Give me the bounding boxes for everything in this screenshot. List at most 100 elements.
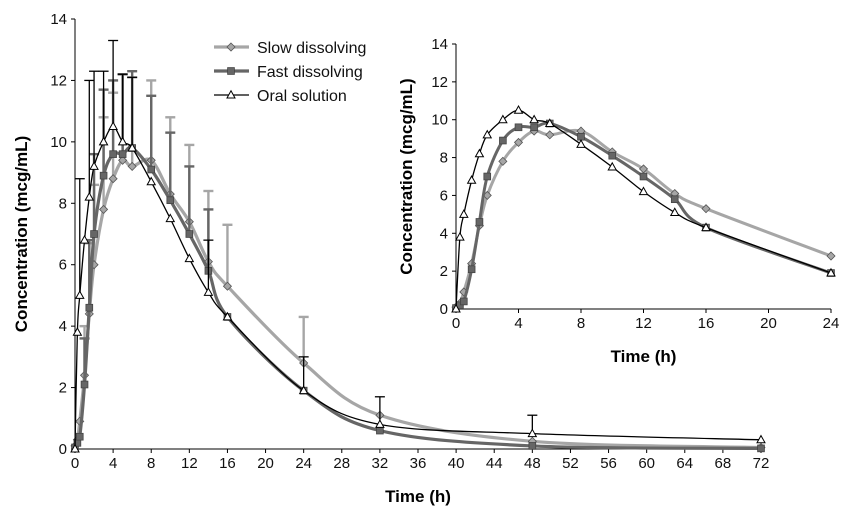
x-tick-label: 12	[635, 315, 652, 332]
y-tick-label: 12	[431, 74, 448, 91]
data-point	[222, 311, 233, 321]
data-point	[90, 230, 98, 238]
legend-label: Slow dissolving	[257, 40, 366, 57]
data-point	[530, 123, 538, 132]
y-tick-label: 12	[50, 72, 67, 89]
data-point	[607, 161, 618, 171]
data-point	[514, 123, 523, 132]
series-line-oral-solution	[74, 125, 762, 450]
legend-item-oral-solution: Oral solution	[214, 88, 347, 105]
legend-label: Oral solution	[257, 88, 347, 105]
x-tick-label: 48	[524, 455, 541, 472]
series-oral-solution	[70, 39, 766, 453]
series-fast-dissolving	[71, 70, 765, 453]
legend-item-slow-dissolving: Slow dissolving	[214, 40, 366, 57]
data-point	[70, 443, 80, 453]
x-tick-label: 52	[562, 455, 579, 472]
main-plot: 0 4 8 12 16 20 24 28 32 36 40 44 48 52 56 60 64 68 7202468…	[12, 11, 769, 506]
data-point	[165, 213, 176, 223]
x-tick-label: 0	[71, 455, 79, 472]
y-tick-label: 4	[59, 318, 67, 335]
data-point	[109, 150, 117, 158]
data-point	[639, 172, 648, 181]
data-point	[757, 444, 765, 453]
data-point	[118, 155, 128, 165]
data-point	[756, 434, 766, 444]
y-tick-label: 14	[50, 11, 67, 28]
x-tick-label: 20	[760, 315, 777, 332]
series-slow-dissolving	[70, 73, 766, 453]
y-tick-label: 8	[59, 195, 67, 212]
y-tick-label: 0	[440, 301, 448, 318]
data-point	[89, 161, 99, 170]
data-point	[670, 195, 679, 204]
data-point	[669, 207, 680, 216]
series-slow-dissolving	[451, 126, 836, 312]
data-point	[527, 428, 538, 438]
x-tick-label: 16	[219, 455, 236, 472]
data-point	[99, 204, 109, 214]
series-line-oral-solution	[455, 109, 832, 310]
data-point	[498, 156, 508, 166]
x-axis-title: Time (h)	[385, 487, 451, 506]
data-point	[375, 419, 385, 428]
legend-marker	[227, 67, 235, 75]
data-point	[638, 186, 649, 196]
y-tick-label: 6	[440, 187, 448, 204]
x-tick-label: 72	[753, 455, 770, 472]
data-point	[84, 191, 95, 201]
legend-item-fast-dissolving: Fast dissolving	[214, 64, 363, 81]
x-tick-label: 24	[295, 455, 312, 472]
data-point	[466, 175, 477, 184]
data-point	[701, 204, 711, 214]
x-tick-label: 44	[486, 455, 503, 472]
y-tick-label: 2	[59, 380, 67, 397]
y-tick-label: 10	[50, 134, 67, 151]
x-tick-label: 68	[715, 455, 732, 472]
series-line-slow-dissolving	[454, 128, 833, 309]
data-point	[528, 442, 537, 450]
y-tick-label: 6	[59, 257, 67, 274]
data-point	[513, 105, 524, 114]
data-point	[185, 230, 194, 238]
x-tick-label: 64	[676, 455, 693, 472]
data-point	[529, 114, 539, 124]
data-point	[222, 281, 233, 291]
x-axis-title: Time (h)	[611, 347, 677, 366]
x-tick-label: 4	[514, 315, 522, 332]
data-point	[79, 234, 90, 244]
data-point	[474, 148, 485, 158]
x-tick-label: 28	[333, 455, 350, 472]
data-point	[118, 150, 127, 158]
data-point	[127, 161, 137, 171]
x-tick-label: 20	[257, 455, 274, 472]
legend: Slow dissolving Fast dissolving Oral solut…	[214, 40, 366, 105]
x-tick-label: 0	[452, 315, 460, 332]
data-point	[117, 136, 128, 146]
y-tick-label: 2	[440, 263, 448, 280]
data-point	[701, 222, 711, 232]
data-point	[75, 432, 84, 441]
data-point	[146, 176, 157, 186]
data-point	[80, 380, 89, 389]
y-tick-label: 4	[440, 225, 448, 242]
data-point	[544, 118, 555, 127]
y-tick-label: 14	[431, 36, 448, 53]
data-point	[545, 130, 555, 140]
data-point	[72, 327, 83, 336]
data-point	[467, 265, 476, 274]
data-point	[99, 171, 108, 180]
series-fast-dissolving	[452, 119, 835, 312]
data-point	[98, 136, 109, 146]
data-point	[826, 251, 836, 261]
legend-marker	[226, 42, 236, 52]
data-point	[108, 174, 118, 184]
data-point	[513, 137, 524, 147]
data-point	[298, 385, 309, 395]
data-point	[608, 151, 617, 160]
data-point	[826, 267, 836, 277]
y-axis-title: Concentration (mcg/mL)	[12, 136, 31, 332]
y-tick-label: 8	[440, 150, 448, 167]
data-point	[147, 165, 156, 174]
